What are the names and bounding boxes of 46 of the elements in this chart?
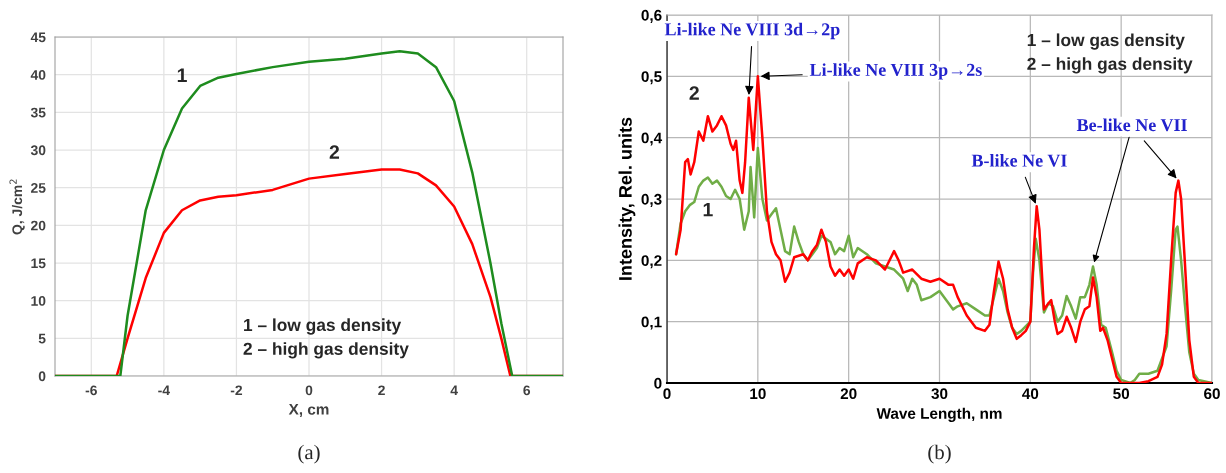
- x-tick-label: 20: [840, 388, 857, 400]
- x-tick-label: 0: [305, 385, 313, 396]
- text: (a): [298, 444, 320, 464]
- x-tick-label: -6: [85, 385, 97, 396]
- y-tick-label: 35: [30, 107, 46, 118]
- y-tick-label: 25: [31, 183, 46, 193]
- annotation: 1: [703, 202, 713, 217]
- y-axis-title: Intensity, Rel. units: [618, 117, 636, 280]
- annotation: Li-like Ne VIII 3d→2p: [664, 22, 840, 40]
- y-tick-label: 0,6: [641, 9, 662, 23]
- y-tick-label: 15: [31, 258, 46, 269]
- annotation: 1 – low gas density 2 – high gas density: [243, 318, 409, 359]
- y-tick-label: 0,4: [641, 132, 663, 146]
- annotation: 2: [689, 86, 699, 100]
- y-tick-label: 5: [38, 333, 46, 344]
- y-tick-label: 30: [30, 145, 46, 156]
- x-tick-label: 10: [750, 388, 766, 400]
- y-tick-label: 45: [30, 32, 46, 43]
- text: (b): [928, 444, 951, 464]
- x-tick-label: -2: [230, 385, 243, 396]
- annotation: Be-like Ne VII: [1076, 118, 1187, 132]
- y-tick-label: 0: [38, 371, 46, 382]
- x-tick-label: 2: [378, 385, 385, 396]
- y-tick-label: 0,2: [641, 255, 662, 269]
- x-axis-title: X, cm: [288, 404, 329, 417]
- y-axis-title: Q, J/cm$^{2}$: [9, 179, 25, 235]
- annotation: 1: [177, 68, 187, 82]
- x-tick-label: 6: [523, 385, 531, 396]
- x-tick-label: 4: [450, 385, 458, 396]
- x-tick-label: 60: [1204, 388, 1220, 400]
- x-tick-label: 30: [931, 388, 948, 400]
- y-tick-label: 0,5: [641, 71, 662, 85]
- x-axis-title: Wave Length, nm: [876, 407, 1002, 422]
- annotation: B-like Ne VI: [971, 154, 1067, 167]
- x-tick-label: 0: [663, 388, 671, 400]
- annotation: 2: [329, 145, 340, 159]
- y-tick-label: 0,1: [641, 316, 662, 330]
- y-tick-label: 10: [31, 296, 46, 306]
- annotation: Li-like Ne VIII 3p→2s: [809, 63, 982, 80]
- x-tick-label: -4: [158, 385, 170, 396]
- y-tick-label: 40: [30, 70, 46, 80]
- y-tick-label: 20: [31, 220, 46, 231]
- x-tick-label: 40: [1022, 388, 1039, 400]
- y-tick-label: 0,3: [641, 193, 662, 207]
- annotation: 1 – low gas density 2 – high gas density: [1027, 33, 1193, 74]
- x-tick-label: 50: [1113, 388, 1130, 400]
